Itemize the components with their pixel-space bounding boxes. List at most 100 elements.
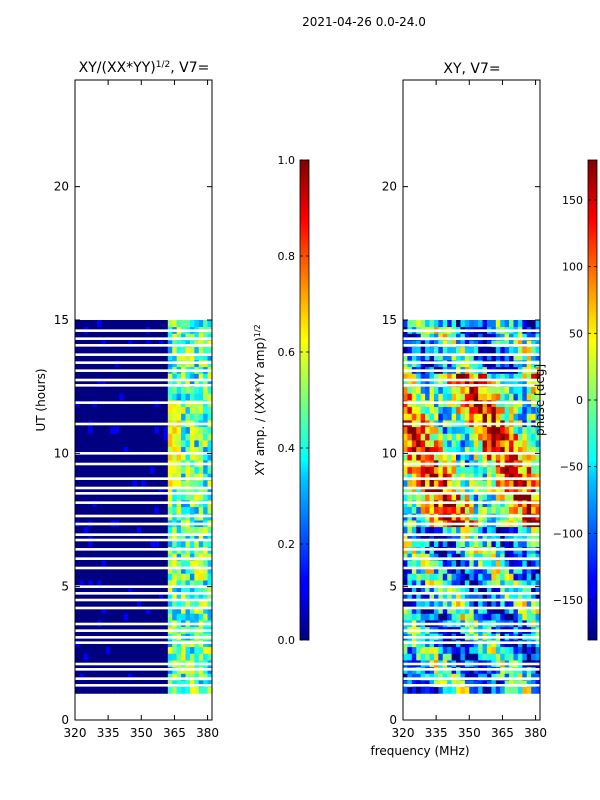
amplitude-heat-cell: [181, 540, 186, 548]
amplitude-heat-cell: [88, 320, 94, 328]
phase-heat-cell: [411, 540, 417, 548]
phase-heat-cell: [482, 653, 488, 661]
phase-heat-cell: [420, 573, 426, 581]
phase-heat-cell: [469, 493, 475, 501]
phase-heat-cell: [504, 453, 510, 461]
phase-heat-cell: [491, 393, 497, 401]
amplitude-heat-cell: [119, 600, 125, 608]
phase-heat-cell: [420, 446, 426, 454]
phase-heat-cell: [526, 433, 532, 441]
amplitude-heat-cell: [158, 466, 164, 474]
phase-heat-cell: [429, 533, 435, 541]
phase-heat-cell: [469, 393, 475, 401]
phase-heat-cell: [517, 600, 523, 608]
amplitude-heat-cell: [128, 680, 133, 688]
phase-heat-cell: [460, 473, 466, 481]
phase-heat-cell: [411, 646, 417, 654]
phase-heat-cell: [504, 586, 510, 594]
phase-heat-cell: [526, 580, 532, 588]
phase-heat-cell: [522, 646, 528, 654]
amplitude-heat-cell: [101, 406, 107, 414]
amplitude-heat-cell: [128, 373, 133, 381]
amplitude-heat-cell: [123, 680, 129, 688]
amplitude-heat-cell: [97, 593, 102, 601]
phase-heat-cell: [403, 586, 408, 594]
phase-heat-cell: [478, 613, 483, 621]
phase-heat-cell: [456, 686, 461, 694]
amplitude-heat-cell: [158, 373, 164, 381]
amplitude-heat-cell: [136, 333, 142, 341]
phase-heat-cell: [464, 506, 470, 514]
amplitude-heat-cell: [198, 413, 204, 421]
amplitude-heat-cell: [123, 433, 129, 441]
phase-heat-cell: [438, 480, 444, 488]
phase-heat-cell: [526, 506, 532, 514]
phase-heat-cell: [491, 480, 497, 488]
phase-heat-cell: [425, 653, 430, 661]
phase-heat-cell: [433, 566, 439, 574]
amplitude-heat-cell: [145, 406, 151, 414]
amplitude-heat-cell: [119, 386, 125, 394]
amplitude-heat-cell: [163, 453, 169, 461]
phase-heat-cell: [504, 340, 510, 348]
phase-heat-cell: [535, 413, 540, 421]
phase-heat-cell: [442, 680, 448, 688]
phase-heat-cell: [478, 493, 483, 501]
phase-gap-row: [403, 501, 540, 504]
phase-heat-cell: [469, 553, 475, 561]
phase-heat-cell: [500, 380, 506, 388]
phase-heat-cell: [531, 473, 536, 481]
phase-heat-cell: [491, 553, 497, 561]
phase-heat-cell: [491, 320, 497, 328]
amplitude-heat-cell: [75, 346, 80, 354]
phase-heat-cell: [447, 533, 453, 541]
amplitude-heat-cell: [194, 573, 200, 581]
phase-heat-cell: [416, 646, 422, 654]
amplitude-heat-cell: [172, 386, 178, 394]
phase-heat-cell: [504, 526, 510, 534]
amplitude-heat-cell: [97, 353, 102, 361]
phase-heat-cell: [478, 600, 483, 608]
amplitude-heat-cell: [207, 686, 212, 694]
phase-heat-cell: [407, 466, 413, 474]
phase-heat-cell: [504, 553, 510, 561]
amplitude-heat-cell: [83, 553, 89, 561]
phase-heat-cell: [442, 406, 448, 414]
phase-heat-cell: [433, 646, 439, 654]
phase-heat-cell: [433, 440, 439, 448]
amplitude-heat-cell: [88, 493, 94, 501]
phase-heat-cell: [416, 580, 422, 588]
amplitude-heat-cell: [194, 560, 200, 568]
phase-heat-cell: [425, 380, 430, 388]
phase-heat-cell: [486, 473, 492, 481]
phase-heat-cell: [509, 686, 514, 694]
phase-heat-cell: [442, 353, 448, 361]
amplitude-heat-cell: [163, 606, 169, 614]
amplitude-heat-cell: [194, 506, 200, 514]
phase-heat-cell: [491, 373, 497, 381]
amplitude-heat-cell: [114, 680, 120, 688]
amplitude-heat-cell: [83, 426, 89, 434]
phase-heat-cell: [464, 566, 470, 574]
phase-heat-cell: [522, 446, 528, 454]
amplitude-heat-cell: [101, 540, 107, 548]
amplitude-heat-cell: [158, 433, 164, 441]
amplitude-heat-cell: [141, 486, 147, 494]
phase-heat-cell: [469, 486, 475, 494]
phase-heat-cell: [482, 473, 488, 481]
phase-heat-cell: [429, 426, 435, 434]
phase-heat-cell: [522, 486, 528, 494]
phase-heat-cell: [517, 686, 523, 694]
phase-heat-cell: [469, 680, 475, 688]
amplitude-heat-cell: [185, 613, 191, 621]
amplitude-heat-cell: [154, 673, 160, 681]
amplitude-heat-cell: [132, 586, 138, 594]
amplitude-heat-cell: [114, 440, 120, 448]
phase-heat-cell: [429, 600, 435, 608]
amplitude-heat-cell: [154, 380, 160, 388]
amplitude-heat-cell: [150, 606, 155, 614]
amplitude-heat-cell: [185, 506, 191, 514]
amplitude-heat-cell: [154, 686, 160, 694]
amplitude-gap-row: [75, 329, 212, 332]
amplitude-heat-cell: [150, 333, 155, 341]
